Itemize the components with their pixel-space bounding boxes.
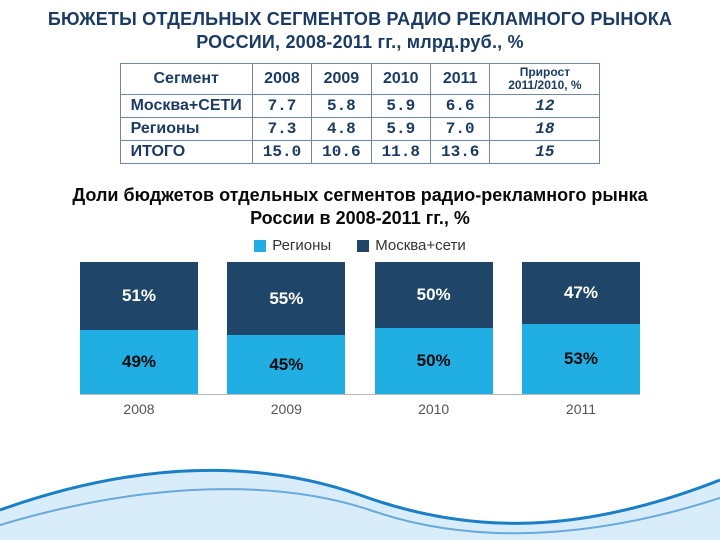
bar-segment-top: 51% — [80, 262, 198, 329]
cell-segment: ИТОГО — [120, 141, 252, 164]
cell: 5.9 — [371, 95, 430, 118]
col-2010: 2010 — [371, 64, 430, 95]
x-label: 2008 — [80, 401, 198, 417]
bar-segment-top: 47% — [522, 262, 640, 324]
cell: 5.9 — [371, 118, 430, 141]
table-row: Регионы 7.3 4.8 5.9 7.0 18 — [120, 118, 600, 141]
chart-x-axis: 2008 2009 2010 2011 — [80, 395, 640, 417]
x-label: 2010 — [375, 401, 493, 417]
bar-segment-top: 55% — [227, 262, 345, 335]
cell: 13.6 — [430, 141, 489, 164]
table-row: Москва+СЕТИ 7.7 5.8 5.9 6.6 12 — [120, 95, 600, 118]
cell: 7.0 — [430, 118, 489, 141]
bar: 47% 53% — [522, 262, 640, 394]
legend-item: Москва+сети — [357, 237, 466, 254]
legend-label: Москва+сети — [375, 237, 466, 254]
budget-table-wrap: Сегмент 2008 2009 2010 2011 Прирост 2011… — [0, 63, 720, 164]
x-label: 2011 — [522, 401, 640, 417]
bar-segment-top: 50% — [375, 262, 493, 328]
legend-item: Регионы — [254, 237, 331, 254]
bar-segment-bottom: 50% — [375, 328, 493, 394]
cell: 15.0 — [252, 141, 311, 164]
cell: 7.3 — [252, 118, 311, 141]
cell-growth: 15 — [490, 141, 600, 164]
chart-bars: 51% 49% 55% 45% 50% 50% 47% 53% — [80, 262, 640, 395]
col-growth: Прирост 2011/2010, % — [490, 64, 600, 95]
cell: 5.8 — [312, 95, 371, 118]
bar: 55% 45% — [227, 262, 345, 394]
col-2011: 2011 — [430, 64, 489, 95]
table-row: ИТОГО 15.0 10.6 11.8 13.6 15 — [120, 141, 600, 164]
col-2008: 2008 — [252, 64, 311, 95]
cell-growth: 12 — [490, 95, 600, 118]
budget-table: Сегмент 2008 2009 2010 2011 Прирост 2011… — [120, 63, 601, 164]
cell: 4.8 — [312, 118, 371, 141]
bar-segment-bottom: 49% — [80, 330, 198, 395]
cell: 7.7 — [252, 95, 311, 118]
cell: 6.6 — [430, 95, 489, 118]
table-header-row: Сегмент 2008 2009 2010 2011 Прирост 2011… — [120, 64, 600, 95]
stacked-bar-chart: 51% 49% 55% 45% 50% 50% 47% 53% 2008 200… — [80, 262, 640, 417]
cell: 11.8 — [371, 141, 430, 164]
cell: 10.6 — [312, 141, 371, 164]
legend-swatch-icon — [357, 240, 369, 252]
col-2009: 2009 — [312, 64, 371, 95]
legend-swatch-icon — [254, 240, 266, 252]
col-segment: Сегмент — [120, 64, 252, 95]
chart-legend: Регионы Москва+сети — [0, 237, 720, 254]
cell-segment: Регионы — [120, 118, 252, 141]
chart-title: Доли бюджетов отдельных сегментов радио-… — [0, 184, 720, 229]
cell-growth: 18 — [490, 118, 600, 141]
page-title: БЮЖЕТЫ ОТДЕЛЬНЫХ СЕГМЕНТОВ РАДИО РЕКЛАМН… — [0, 0, 720, 57]
cell-segment: Москва+СЕТИ — [120, 95, 252, 118]
bar-segment-bottom: 53% — [522, 324, 640, 394]
bar: 50% 50% — [375, 262, 493, 394]
bar-segment-bottom: 45% — [227, 335, 345, 394]
x-label: 2009 — [227, 401, 345, 417]
swoosh-decoration-icon — [0, 450, 720, 540]
legend-label: Регионы — [272, 237, 331, 254]
bar: 51% 49% — [80, 262, 198, 394]
